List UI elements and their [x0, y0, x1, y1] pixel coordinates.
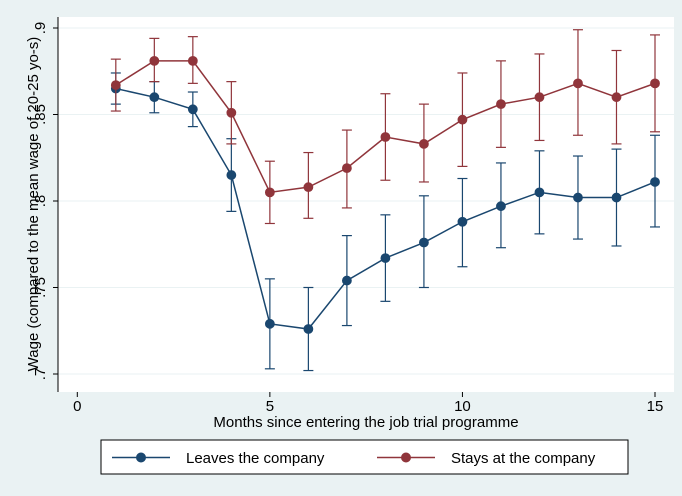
grid: [58, 27, 674, 375]
legend-label: Leaves the company: [186, 450, 325, 467]
x-tick-label: 0: [73, 398, 81, 415]
data-point: [264, 187, 275, 198]
x-tick-label: 15: [647, 398, 664, 415]
x-ticks: 0 5 10 15: [73, 392, 663, 415]
data-point: [264, 318, 275, 329]
data-point: [611, 92, 622, 103]
data-point: [419, 237, 429, 248]
y-tick-label: .8: [32, 195, 49, 208]
plot-area: [58, 17, 674, 392]
data-point: [380, 253, 391, 263]
data-point: [534, 187, 545, 198]
data-point: [341, 163, 352, 174]
y-tick-label: .9: [32, 22, 49, 35]
data-point: [149, 55, 160, 66]
data-point: [419, 139, 429, 149]
data-point: [457, 216, 468, 227]
series-2: [110, 29, 660, 225]
data-point: [496, 201, 506, 212]
legend: Leaves the company Stays at the company: [100, 439, 629, 475]
data-point: [573, 78, 583, 89]
y-tick-label: .7: [32, 368, 49, 381]
data-point: [149, 92, 160, 103]
legend-marker: [136, 452, 146, 463]
data-point: [226, 107, 237, 118]
data-point: [226, 170, 237, 180]
y-axis-label: Wage (compared to the mean wage of 20-25…: [25, 37, 42, 372]
data-point: [341, 275, 352, 286]
data-point: [611, 192, 622, 203]
y-tick-label: .85: [32, 104, 49, 125]
data-point: [110, 80, 121, 90]
x-axis-label: Months since entering the job trial prog…: [213, 414, 518, 431]
data-point: [650, 78, 660, 89]
data-point: [457, 114, 468, 125]
data-point: [573, 192, 583, 203]
x-tick-label: 5: [266, 398, 274, 415]
data-point: [380, 132, 391, 142]
data-point: [303, 182, 314, 193]
y-tick-label: .75: [32, 277, 49, 298]
data-point: [187, 55, 198, 66]
data-point: [187, 104, 198, 115]
legend-label: Stays at the company: [451, 450, 596, 467]
data-point: [303, 324, 314, 334]
series-layer: [110, 29, 660, 372]
legend-marker: [401, 452, 411, 463]
data-point: [534, 92, 545, 103]
legend-box: [100, 439, 629, 475]
x-tick-label: 10: [454, 398, 471, 415]
data-point: [496, 99, 506, 110]
data-point: [650, 177, 660, 187]
y-ticks: .7 .75 .8 .85 .9: [32, 22, 58, 381]
